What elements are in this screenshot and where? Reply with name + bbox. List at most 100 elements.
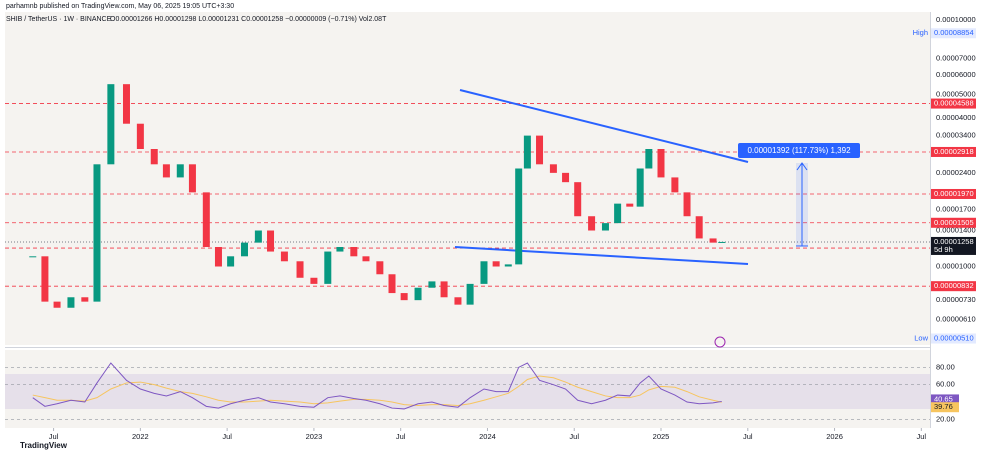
- candle: [67, 297, 75, 308]
- candle: [240, 242, 248, 257]
- trend-line: [454, 246, 749, 265]
- candle: [107, 84, 115, 165]
- candle: [202, 192, 210, 247]
- candle: [414, 287, 422, 301]
- candle: [136, 123, 144, 149]
- y-tick-label: 0.00000730: [936, 295, 976, 304]
- high-box: [931, 28, 976, 39]
- candle: [29, 256, 37, 258]
- candle: [350, 246, 358, 257]
- candle: [296, 261, 304, 278]
- trend-line: [459, 89, 749, 163]
- candle: [336, 246, 344, 252]
- candle: [671, 177, 679, 193]
- x-tick-label: Jul: [569, 432, 579, 441]
- level-label: 0.00000832: [934, 281, 974, 290]
- ohlc: O0.00001266 H0.00001298 L0.00001231 C0.0…: [110, 16, 387, 23]
- brand: TradingView: [20, 441, 68, 450]
- candle: [362, 256, 370, 262]
- level-box: [931, 188, 976, 199]
- y-tick-label: 0.00004000: [936, 113, 976, 122]
- y-tick-label: 0.00005000: [936, 89, 976, 98]
- symbol: SHIB / TetherUS · 1W · BINANCE: [6, 16, 112, 23]
- level-label: 0.00002918: [934, 147, 974, 156]
- candle: [523, 135, 531, 169]
- x-tick-label: 2023: [306, 432, 323, 441]
- candle: [280, 251, 288, 262]
- candle: [388, 274, 396, 294]
- y-tick-label: 0.00000610: [936, 314, 976, 323]
- candle: [683, 192, 691, 217]
- candle: [588, 216, 596, 231]
- y-tick-label: 0.00001700: [936, 205, 976, 214]
- candle: [81, 297, 89, 302]
- candle: [636, 168, 644, 207]
- x-tick-label: 2026: [826, 432, 843, 441]
- arrow-head: [796, 162, 808, 171]
- candle: [536, 135, 544, 165]
- last-price-label: 0.00001258: [934, 237, 974, 246]
- high-name: High: [913, 28, 928, 37]
- rsi-value-box: [931, 394, 959, 405]
- flash-icon: [714, 336, 726, 348]
- y-tick-label: 0.00001400: [936, 225, 976, 234]
- rsi-value-label: 39.76: [934, 402, 953, 411]
- y-tick-label: 0.00007000: [936, 53, 976, 62]
- candle: [601, 223, 609, 231]
- y-tick-label: 0.00006000: [936, 70, 976, 79]
- level-label: 0.00001970: [934, 189, 974, 198]
- candle: [93, 164, 101, 302]
- x-tick-label: Jul: [917, 432, 927, 441]
- low-box: [931, 333, 976, 344]
- candle: [626, 203, 634, 207]
- candle: [254, 230, 262, 243]
- candle: [324, 251, 332, 284]
- x-tick-label: Jul: [222, 432, 232, 441]
- candle: [454, 297, 462, 305]
- rsi-value-label: 40.65: [934, 394, 953, 403]
- candle: [718, 241, 726, 243]
- countdown: 5d 9h: [934, 245, 953, 254]
- last-price-box: [931, 236, 976, 255]
- publisher: parhamnb published on TradingView.com, M…: [6, 3, 234, 10]
- candle: [549, 164, 557, 173]
- candle: [122, 84, 130, 124]
- level-label: 0.00004588: [934, 99, 974, 108]
- candle: [492, 261, 500, 267]
- candle: [614, 203, 622, 224]
- candle: [480, 261, 488, 284]
- rsi-value-box: [931, 402, 959, 413]
- rsi-line: [32, 362, 722, 410]
- candle: [709, 238, 717, 243]
- measure-box: [738, 143, 860, 158]
- candle: [176, 164, 184, 178]
- rsi-pane: [5, 350, 930, 428]
- high-label: 0.00008854: [934, 28, 974, 37]
- x-tick-label: 2024: [479, 432, 496, 441]
- x-tick-label: Jul: [743, 432, 753, 441]
- candle: [695, 216, 703, 239]
- candle: [574, 182, 582, 217]
- candle: [214, 246, 222, 267]
- candle: [504, 264, 512, 267]
- level-box: [931, 98, 976, 109]
- y-tick-label: 0.00010000: [936, 15, 976, 24]
- y-tick-label: 0.00003400: [936, 131, 976, 140]
- candle: [400, 293, 408, 301]
- rsi-tick-label: 80.00: [936, 362, 955, 371]
- candle: [428, 281, 436, 288]
- level-box: [931, 281, 976, 292]
- x-tick-label: Jul: [49, 432, 59, 441]
- rsi-tick-label: 20.00: [936, 414, 955, 423]
- level-box: [931, 146, 976, 157]
- rsi-tick-label: 60.00: [936, 380, 955, 389]
- candle: [150, 148, 158, 165]
- rsi-band: [5, 374, 930, 409]
- x-tick-label: Jul: [396, 432, 406, 441]
- candle: [41, 256, 49, 302]
- candle: [188, 164, 196, 193]
- low-name: Low: [914, 334, 928, 343]
- x-tick-label: 2025: [653, 432, 670, 441]
- candle: [657, 148, 665, 178]
